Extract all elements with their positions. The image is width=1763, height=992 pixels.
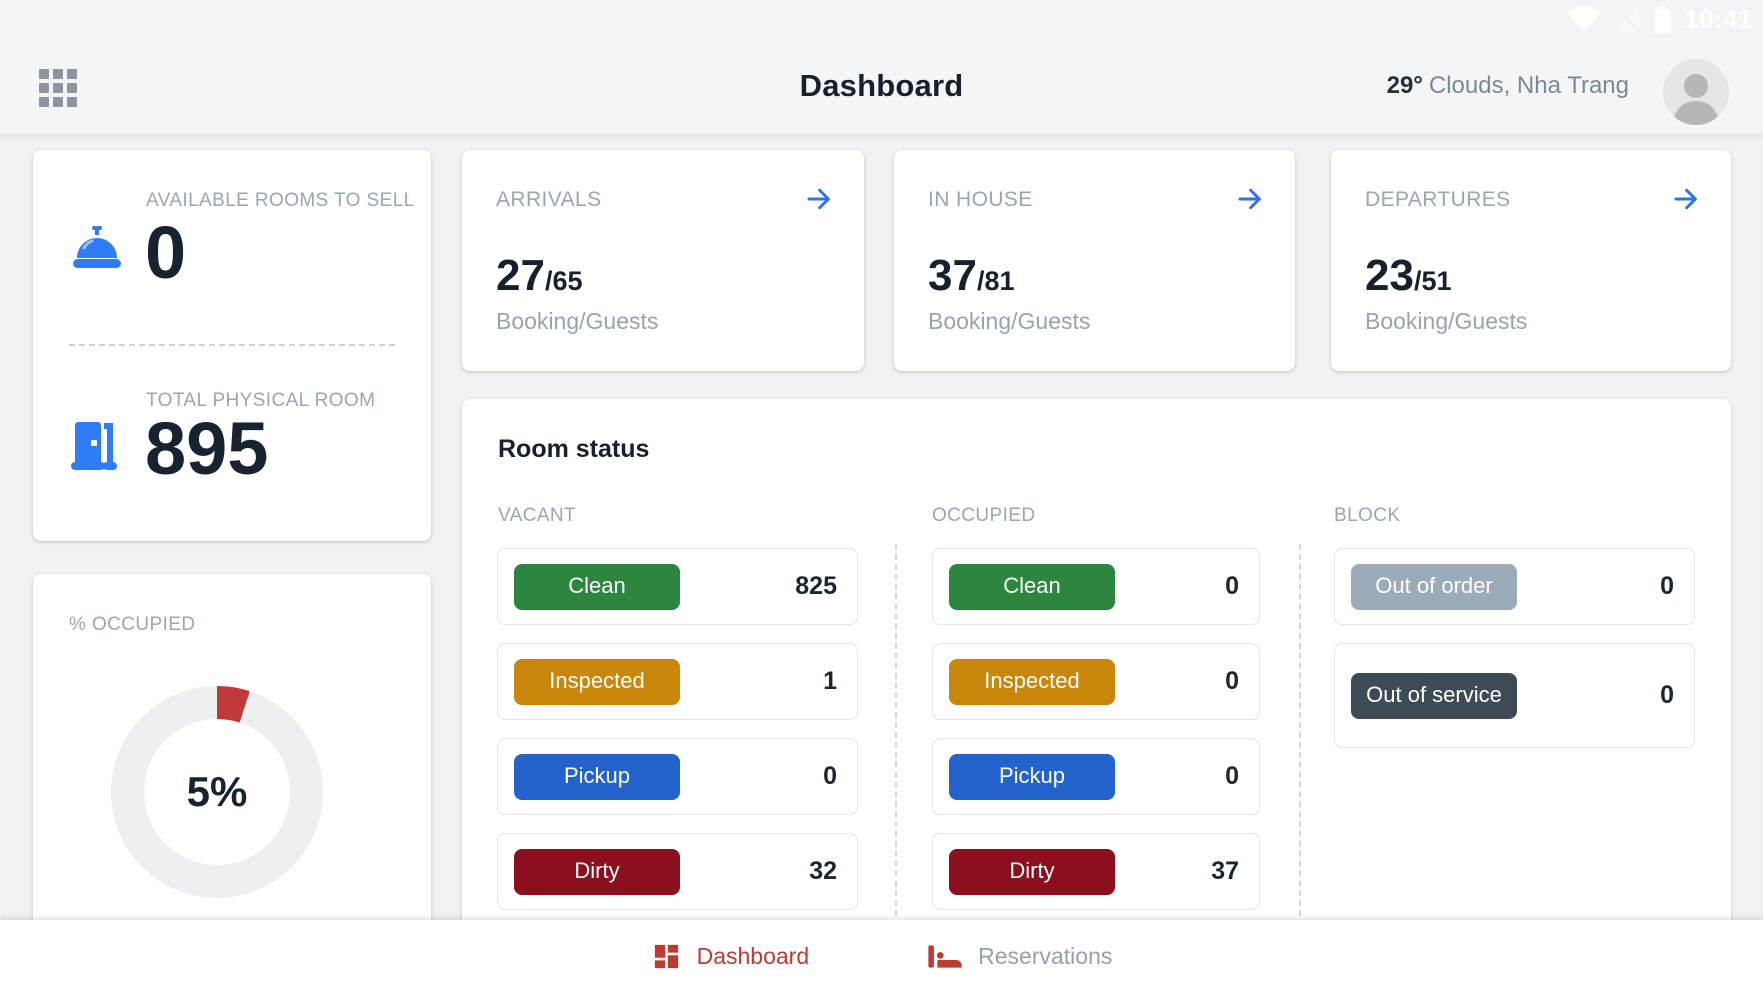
in-house-label: IN HOUSE: [928, 188, 1033, 211]
occupied-dirty-row[interactable]: Dirty 37: [932, 833, 1260, 910]
departures-label: DEPARTURES: [1365, 188, 1511, 211]
occupied-percent: 5%: [186, 768, 248, 815]
nav-label-dashboard: Dashboard: [696, 942, 810, 969]
occupied-pickup-row[interactable]: Pickup 0: [932, 738, 1260, 815]
total-rooms-label: TOTAL PHYSICAL ROOM: [146, 390, 376, 411]
dashboard-icon: [654, 944, 678, 968]
arrivals-count: 27: [496, 251, 545, 300]
status-badge: Dirty: [514, 848, 680, 895]
room-count: 0: [823, 762, 837, 790]
total-rooms-value: 895: [145, 407, 269, 490]
departures-card[interactable]: DEPARTURES 23/51 Booking/Guests: [1331, 150, 1731, 371]
departures-total: /51: [1413, 266, 1452, 296]
room-count: 32: [809, 857, 837, 885]
service-bell-icon: [73, 226, 121, 268]
room-count: 0: [1225, 762, 1239, 790]
nav-item-reservations[interactable]: Reservations: [927, 941, 1112, 972]
rooms-summary-card: AVAILABLE ROOMS TO SELL 0 TOTAL PHYSICAL…: [33, 150, 431, 541]
status-badge: Out of service: [1351, 672, 1517, 719]
room-count: 825: [795, 572, 837, 600]
clock: 10:41: [1684, 3, 1753, 34]
nav-label-reservations: Reservations: [978, 942, 1113, 969]
door-icon: [71, 422, 117, 470]
arrivals-count-group: 27/65: [496, 254, 583, 298]
bed-icon: [928, 944, 962, 968]
status-badge: Inspected: [514, 658, 680, 705]
status-badge: Inspected: [949, 658, 1115, 705]
occupied-clean-row[interactable]: Clean 0: [932, 548, 1260, 625]
room-count: 37: [1211, 857, 1239, 885]
room-count: 0: [1225, 572, 1239, 600]
divider: [69, 344, 395, 346]
page-title: Dashboard: [799, 68, 964, 103]
in-house-count: 37: [928, 251, 977, 300]
in-house-card[interactable]: IN HOUSE 37/81 Booking/Guests: [894, 150, 1295, 371]
arrivals-arrow-button[interactable]: [804, 184, 834, 217]
status-badge: Clean: [949, 563, 1115, 610]
apps-grid-menu-button[interactable]: [36, 66, 80, 110]
weather-temperature: 29°: [1386, 72, 1423, 99]
bottom-nav: Dashboard Reservations: [0, 920, 1763, 992]
in-house-count-group: 37/81: [928, 254, 1015, 298]
room-status-title: Room status: [498, 435, 650, 463]
vacant-dirty-row[interactable]: Dirty 32: [497, 833, 858, 910]
weather-info: 29° Clouds, Nha Trang: [1387, 72, 1629, 100]
vacant-pickup-row[interactable]: Pickup 0: [497, 738, 858, 815]
block-column-label: BLOCK: [1334, 505, 1401, 526]
arrivals-label: ARRIVALS: [496, 188, 602, 211]
column-divider: [1299, 544, 1301, 916]
departures-arrow-button[interactable]: [1671, 184, 1701, 217]
arrow-right-icon: [1674, 188, 1697, 210]
status-badge: Pickup: [514, 753, 680, 800]
room-count: 1: [823, 667, 837, 695]
nav-item-dashboard[interactable]: Dashboard: [651, 941, 810, 972]
occupied-donut: 5%: [111, 686, 323, 898]
in-house-arrow-button[interactable]: [1235, 184, 1265, 217]
room-count: 0: [1660, 572, 1674, 600]
grid-menu-icon: [39, 69, 77, 107]
arrow-right-icon: [1238, 188, 1261, 210]
vacant-column-label: VACANT: [498, 505, 577, 526]
occupied-column-label: OCCUPIED: [932, 505, 1036, 526]
departures-count-group: 23/51: [1365, 254, 1452, 298]
in-house-total: /81: [976, 266, 1015, 296]
person-icon: [1663, 59, 1729, 125]
status-bar: 10:41: [0, 0, 1763, 38]
arrivals-caption: Booking/Guests: [496, 308, 659, 334]
departures-caption: Booking/Guests: [1365, 308, 1528, 334]
block-out-of-order-row[interactable]: Out of order 0: [1334, 548, 1695, 625]
status-badge: Pickup: [949, 753, 1115, 800]
column-divider: [895, 544, 897, 916]
vacant-inspected-row[interactable]: Inspected 1: [497, 643, 858, 720]
battery-icon: [1655, 5, 1671, 33]
status-badge: Out of order: [1351, 563, 1517, 610]
room-status-card: Room status VACANT OCCUPIED BLOCK Clean …: [462, 399, 1731, 979]
occupied-label: % OCCUPIED: [69, 614, 196, 635]
departures-count: 23: [1365, 251, 1414, 300]
arrivals-card[interactable]: ARRIVALS 27/65 Booking/Guests: [462, 150, 864, 371]
app-header: Dashboard 29° Clouds, Nha Trang: [0, 38, 1763, 134]
avatar[interactable]: [1663, 59, 1729, 125]
arrow-right-icon: [807, 188, 830, 210]
status-badge: Clean: [514, 563, 680, 610]
available-rooms-label: AVAILABLE ROOMS TO SELL: [146, 190, 415, 211]
in-house-caption: Booking/Guests: [928, 308, 1091, 334]
occupancy-card: % OCCUPIED 5%: [33, 574, 431, 974]
block-out-of-service-row[interactable]: Out of service 0: [1334, 643, 1695, 748]
available-rooms-value: 0: [145, 211, 187, 294]
arrivals-total: /65: [544, 266, 583, 296]
occupied-inspected-row[interactable]: Inspected 0: [932, 643, 1260, 720]
vacant-clean-row[interactable]: Clean 825: [497, 548, 858, 625]
status-badge: Dirty: [949, 848, 1115, 895]
weather-description: Clouds, Nha Trang: [1428, 72, 1629, 99]
no-signal-icon: [1614, 6, 1640, 32]
room-count: 0: [1225, 667, 1239, 695]
wifi-icon: [1567, 6, 1601, 32]
room-count: 0: [1660, 681, 1674, 709]
